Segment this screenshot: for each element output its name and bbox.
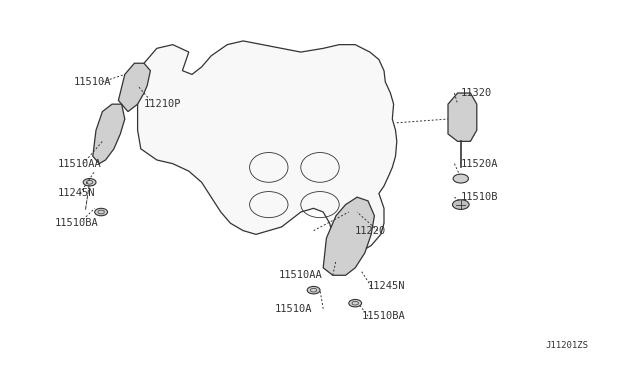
Circle shape [307, 286, 320, 294]
Text: 11510A: 11510A [275, 304, 313, 314]
Polygon shape [323, 197, 374, 275]
Polygon shape [448, 93, 477, 141]
Circle shape [452, 200, 469, 209]
Polygon shape [93, 104, 125, 164]
Text: 11520A: 11520A [461, 159, 499, 169]
Text: 11510AA: 11510AA [278, 270, 322, 280]
Circle shape [349, 299, 362, 307]
Text: 11510A: 11510A [74, 77, 111, 87]
Circle shape [453, 174, 468, 183]
Polygon shape [138, 41, 397, 253]
Circle shape [95, 208, 108, 216]
Text: 11510AA: 11510AA [58, 159, 101, 169]
Text: 11245N: 11245N [368, 282, 406, 291]
Circle shape [83, 179, 96, 186]
Text: 11510BA: 11510BA [54, 218, 98, 228]
Text: 11510B: 11510B [461, 192, 499, 202]
Text: 11510BA: 11510BA [362, 311, 405, 321]
Text: 11210P: 11210P [144, 99, 182, 109]
Text: 11320: 11320 [461, 88, 492, 98]
Polygon shape [118, 63, 150, 112]
Text: 11245N: 11245N [58, 189, 95, 198]
Text: 11220: 11220 [355, 226, 387, 235]
Text: J11201ZS: J11201ZS [546, 341, 589, 350]
